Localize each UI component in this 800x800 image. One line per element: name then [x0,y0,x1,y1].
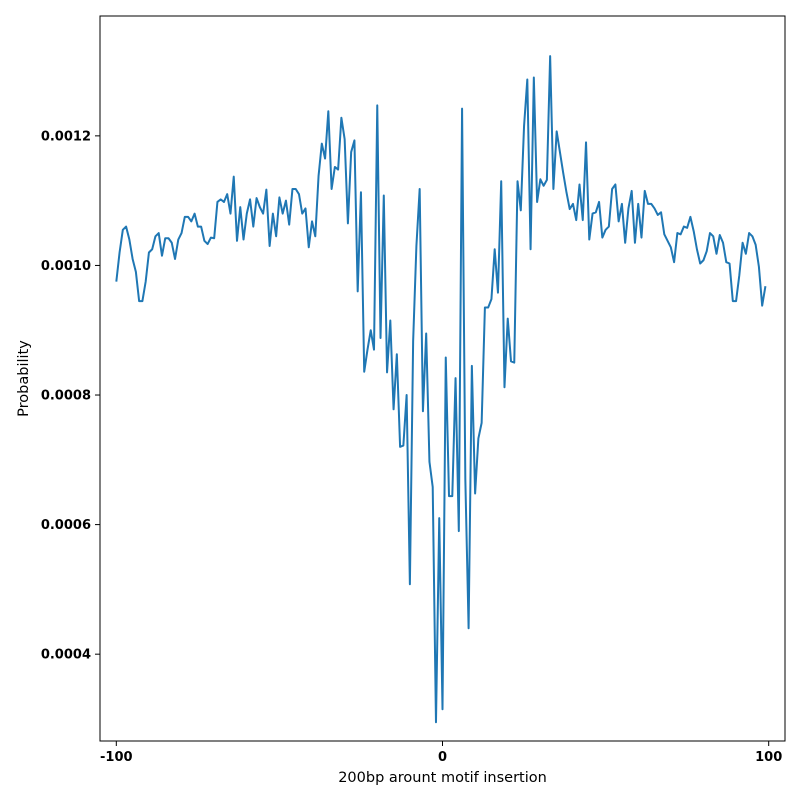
y-tick-label: 0.0010 [41,259,91,274]
y-tick-label: 0.0008 [41,389,91,404]
x-tick-label: 100 [755,750,782,765]
x-tick-label: -100 [100,750,133,765]
y-tick-label: 0.0006 [41,518,91,533]
y-axis-label: Probability [16,340,32,417]
x-axis-label: 200bp arount motif insertion [338,770,547,786]
series-line-0 [115,55,767,724]
y-tick-label: 0.0012 [41,129,91,144]
x-tick-label: 0 [438,750,447,765]
y-tick-label: 0.0004 [41,648,91,663]
